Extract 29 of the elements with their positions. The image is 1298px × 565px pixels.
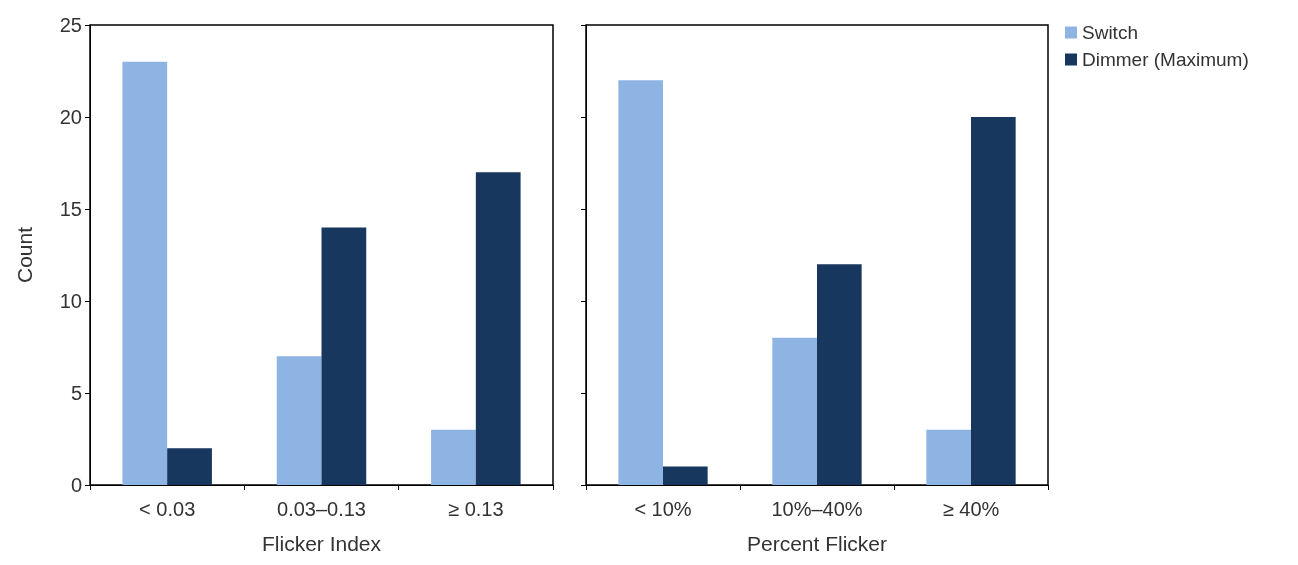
x-tick-label: ≥ 40%: [942, 498, 1000, 520]
bar: [772, 337, 817, 485]
legend-label: Dimmer (Maximum): [1082, 49, 1249, 70]
x-tick-label: 10%–40%: [771, 498, 863, 520]
y-tick-label: 15: [59, 198, 82, 220]
bar: [475, 172, 521, 485]
y-tick-label: 5: [70, 382, 82, 404]
y-tick-label: 25: [59, 14, 82, 36]
x-tick-label: < 10%: [634, 498, 692, 520]
bar: [276, 356, 322, 485]
y-tick-label: 20: [59, 106, 82, 128]
bar: [618, 80, 663, 485]
y-axis-title: Count: [13, 226, 36, 284]
y-tick-label: 0: [70, 474, 82, 496]
y-tick-label: 10: [59, 290, 82, 312]
bar: [431, 429, 476, 485]
bar: [971, 117, 1016, 485]
x-axis-title: Percent Flicker: [746, 532, 888, 555]
bar: [663, 466, 708, 485]
legend-label: Switch: [1082, 22, 1138, 43]
bar: [817, 264, 862, 485]
bar: [926, 429, 971, 485]
x-axis-title: Flicker Index: [261, 532, 382, 555]
x-tick-label: ≥ 0.13: [448, 498, 504, 520]
bar: [122, 61, 168, 485]
bar: [321, 227, 367, 485]
x-tick-label: < 0.03: [139, 498, 196, 520]
bar: [167, 448, 212, 485]
x-tick-label: 0.03–0.13: [277, 498, 366, 520]
